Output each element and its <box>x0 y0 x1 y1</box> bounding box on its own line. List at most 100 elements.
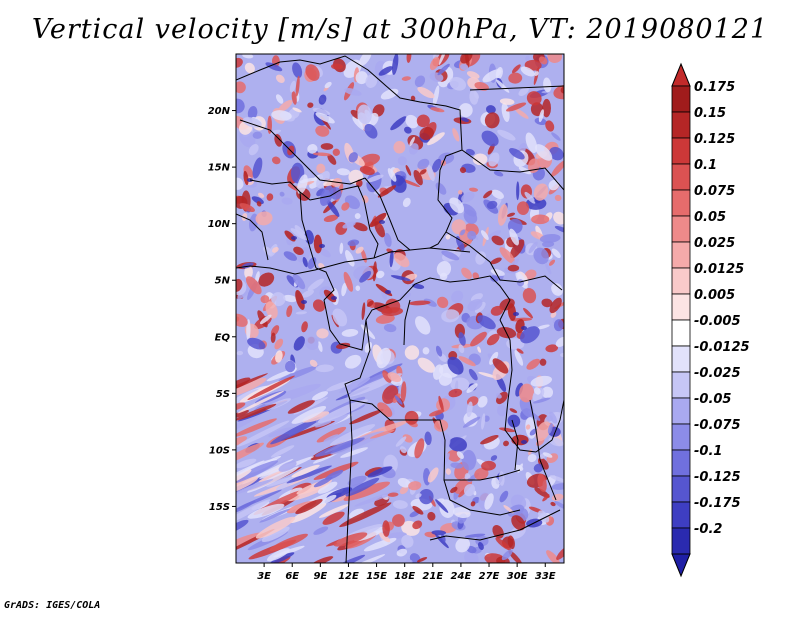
field-patch <box>534 487 550 498</box>
field-patch <box>376 347 392 369</box>
lat-tick-label: 15S <box>209 502 230 513</box>
field-patch <box>458 356 476 367</box>
field-patch <box>412 505 424 515</box>
field-patch <box>292 107 302 113</box>
field-patch <box>236 402 246 411</box>
field-patch <box>516 201 530 216</box>
field-patch <box>384 232 392 248</box>
lon-tick-label: 33E <box>535 571 556 582</box>
field-patch <box>387 492 399 497</box>
field-patch <box>534 144 553 161</box>
lon-tick-label: 21E <box>422 571 443 582</box>
field-patch <box>419 169 427 175</box>
field-patch <box>344 88 362 96</box>
field-patch <box>495 79 510 93</box>
field-patch <box>545 120 555 132</box>
field-patch <box>347 239 360 247</box>
field-patch <box>378 66 393 76</box>
field-patch <box>497 129 516 141</box>
field-patch <box>319 185 334 206</box>
field-patch <box>474 82 489 91</box>
colorbar-label: -0.025 <box>694 366 741 381</box>
field-patch <box>333 532 368 547</box>
field-patch <box>266 193 274 201</box>
field-patch <box>343 481 390 501</box>
field-patch <box>458 332 466 346</box>
field-patch <box>436 261 452 277</box>
field-patch <box>247 503 285 519</box>
field-patch <box>475 251 487 265</box>
field-patch <box>427 132 445 146</box>
field-patch <box>245 276 262 295</box>
colorbar-label: 0.025 <box>694 236 735 251</box>
field-patch <box>427 511 436 521</box>
field-patch <box>285 360 296 373</box>
field-patch <box>341 282 347 297</box>
field-patch <box>266 475 297 487</box>
field-patch <box>554 225 564 234</box>
field-patch <box>271 110 292 121</box>
lat-tick-label: 10S <box>209 445 230 456</box>
field-patch <box>490 257 502 265</box>
field-patch <box>287 400 315 414</box>
field-patch <box>437 63 450 76</box>
field-patch <box>289 502 327 523</box>
field-patch <box>462 416 481 428</box>
field-patch <box>270 416 322 445</box>
field-patch <box>392 54 399 75</box>
field-patch <box>326 199 340 217</box>
field-patch <box>480 230 489 241</box>
field-patch <box>390 116 407 131</box>
field-patch <box>417 86 435 99</box>
field-core <box>313 234 323 254</box>
field-patch <box>524 269 537 280</box>
field-patch <box>309 359 318 368</box>
field-patch <box>450 377 470 392</box>
lat-tick-label: 15N <box>208 163 231 174</box>
vertical-velocity-field <box>236 54 564 563</box>
colorbar-swatch <box>671 137 691 165</box>
colorbar-label: 0.075 <box>694 184 735 199</box>
field-patch <box>449 77 467 91</box>
field-patch <box>467 230 477 240</box>
field-patch <box>293 336 305 351</box>
field-patch <box>378 532 391 543</box>
field-patch <box>318 262 325 269</box>
field-patch <box>458 344 465 354</box>
field-patch <box>519 383 535 403</box>
field-patch <box>518 87 529 97</box>
field-patch <box>242 117 262 128</box>
field-patch <box>357 104 372 125</box>
field-patch <box>236 410 249 419</box>
colorbar-swatch <box>671 345 691 373</box>
field-patch <box>438 372 453 386</box>
colorbar-label: -0.2 <box>694 522 722 537</box>
field-patch <box>252 157 263 179</box>
field-patch <box>531 214 550 225</box>
colorbar-label: -0.0125 <box>694 340 750 355</box>
field-patch <box>286 465 332 484</box>
field-patch <box>387 372 402 383</box>
country-borders <box>236 55 564 563</box>
field-patch <box>324 81 332 89</box>
lon-tick-label: 6E <box>285 571 299 582</box>
field-patch <box>497 204 508 226</box>
field-patch <box>312 108 331 115</box>
field-patch <box>400 381 407 403</box>
field-patch <box>271 156 281 165</box>
field-patch <box>266 548 290 562</box>
lat-tick-label: 5S <box>216 389 230 400</box>
field-patch <box>433 54 440 60</box>
field-patch <box>237 489 282 510</box>
field-patch <box>413 169 423 186</box>
field-patch <box>417 158 430 170</box>
field-patch <box>292 273 306 290</box>
field-patch <box>317 399 368 423</box>
colorbar: 0.175 0.15 0.125 0.1 0.075 0.05 0.025 0.0125 0.0… <box>671 62 750 578</box>
field-patch <box>236 377 267 399</box>
field-patch <box>428 409 445 417</box>
field-patch <box>549 297 562 314</box>
map-title: Vertical velocity [m/s] at 300hPa, VT: 2… <box>31 14 769 45</box>
field-patch <box>343 271 354 292</box>
field-patch <box>516 181 520 201</box>
